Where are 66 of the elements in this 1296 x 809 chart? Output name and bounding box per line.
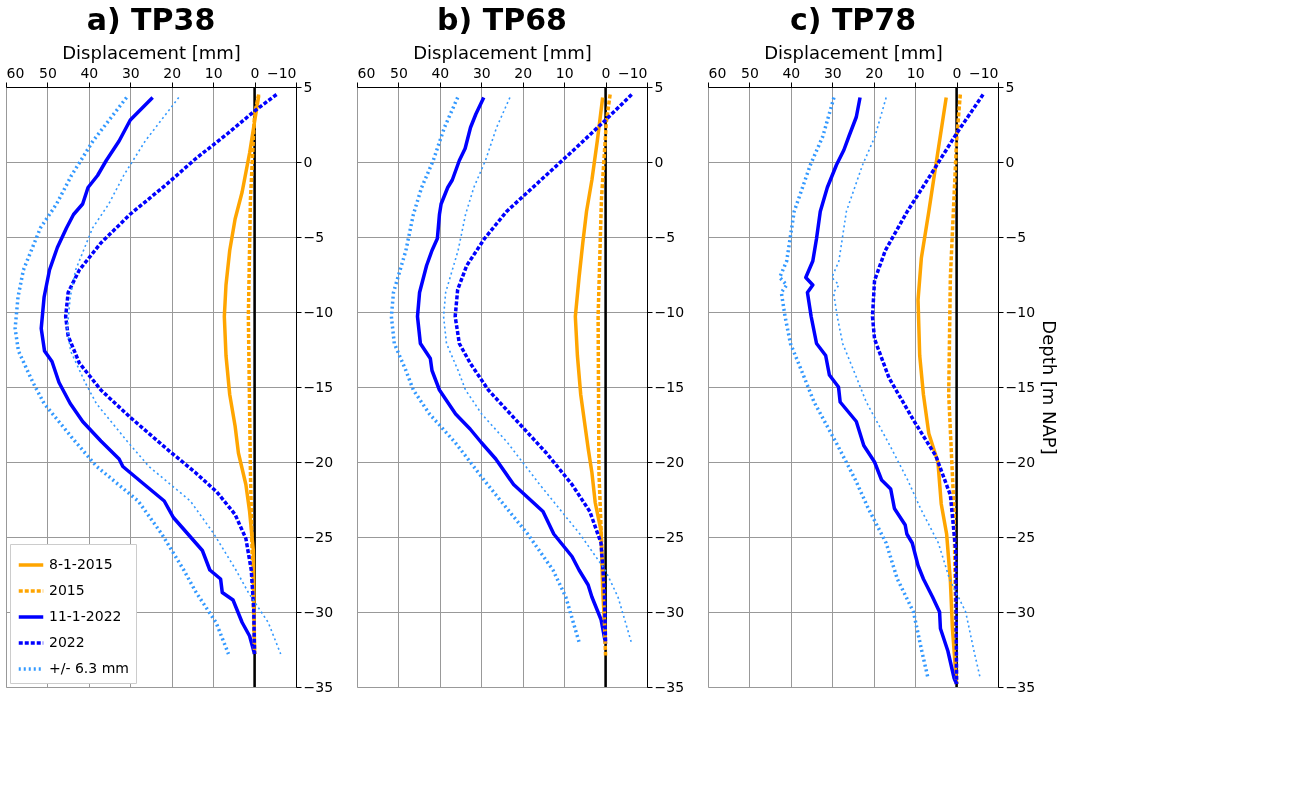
x-axis-title: Displacement [mm] [62, 41, 241, 63]
y-tick-label: −15 [654, 378, 685, 395]
y-tick-label: −10 [1005, 303, 1036, 320]
x-tick-label: 50 [390, 64, 408, 81]
x-tick-label: 60 [6, 64, 25, 81]
x-tick-label: 60 [357, 64, 376, 81]
x-tick-label: 20 [514, 64, 533, 81]
y-tick-label: 5 [303, 78, 313, 95]
y-tick-label: −25 [654, 528, 685, 545]
x-tick-label: 50 [741, 64, 759, 81]
x-tick-label: −10 [968, 64, 999, 81]
y-tick-label: −15 [303, 378, 334, 395]
x-axis-title: Displacement [mm] [764, 41, 943, 63]
chart-title: c) TP78 [789, 2, 917, 37]
x-tick-label: 0 [250, 64, 260, 81]
x-tick-label: 20 [163, 64, 182, 81]
y-tick-label: −10 [654, 303, 685, 320]
y-tick-label: −15 [1005, 378, 1036, 395]
y-tick-label: 0 [654, 153, 664, 170]
x-tick-label: 0 [952, 64, 962, 81]
y-tick-label: −35 [654, 678, 685, 695]
y-tick-label: −35 [1005, 678, 1036, 695]
legend-label: +/- 6.3 mm [49, 660, 129, 676]
x-tick-label: 60 [708, 64, 727, 81]
x-tick-label: 10 [204, 64, 223, 81]
chart-title: a) TP38 [86, 2, 216, 37]
y-axis-title: Depth [m NAP] [1039, 320, 1061, 455]
x-tick-label: 20 [865, 64, 884, 81]
x-tick-label: 40 [782, 64, 801, 81]
x-tick-label: 30 [472, 64, 491, 81]
line-series [777, 95, 930, 680]
y-tick-label: −5 [303, 228, 325, 245]
x-tick-label: 10 [555, 64, 574, 81]
legend-label: 11-1-2022 [49, 608, 122, 624]
legend-label: 8-1-2015 [49, 556, 113, 572]
x-tick-label: 10 [906, 64, 925, 81]
y-tick-label: −20 [654, 453, 685, 470]
y-tick-label: −10 [303, 303, 334, 320]
y-tick-label: 0 [1005, 153, 1015, 170]
x-tick-label: 50 [39, 64, 57, 81]
y-tick-label: −30 [303, 603, 334, 620]
x-tick-label: 40 [80, 64, 99, 81]
y-tick-label: −20 [1005, 453, 1036, 470]
y-tick-label: 0 [303, 153, 313, 170]
y-tick-label: 5 [654, 78, 664, 95]
y-tick-label: −30 [1005, 603, 1036, 620]
y-tick-label: −25 [303, 528, 334, 545]
legend-label: 2015 [49, 582, 85, 598]
y-tick-label: −5 [654, 228, 676, 245]
y-tick-label: −5 [1005, 228, 1027, 245]
line-series [831, 96, 981, 679]
y-tick-label: 5 [1005, 78, 1015, 95]
y-tick-label: −20 [303, 453, 334, 470]
legend-label: 2022 [49, 634, 85, 650]
chart-title: b) TP68 [437, 2, 567, 37]
y-tick-label: −35 [303, 678, 334, 695]
x-tick-label: 0 [601, 64, 611, 81]
y-tick-label: −25 [1005, 528, 1036, 545]
x-tick-label: −10 [266, 64, 297, 81]
x-tick-label: −10 [617, 64, 648, 81]
x-tick-label: 30 [121, 64, 140, 81]
x-axis-title: Displacement [mm] [413, 41, 592, 63]
x-tick-label: 30 [823, 64, 842, 81]
y-tick-label: −30 [654, 603, 685, 620]
x-tick-label: 40 [431, 64, 450, 81]
line-series [13, 95, 231, 656]
